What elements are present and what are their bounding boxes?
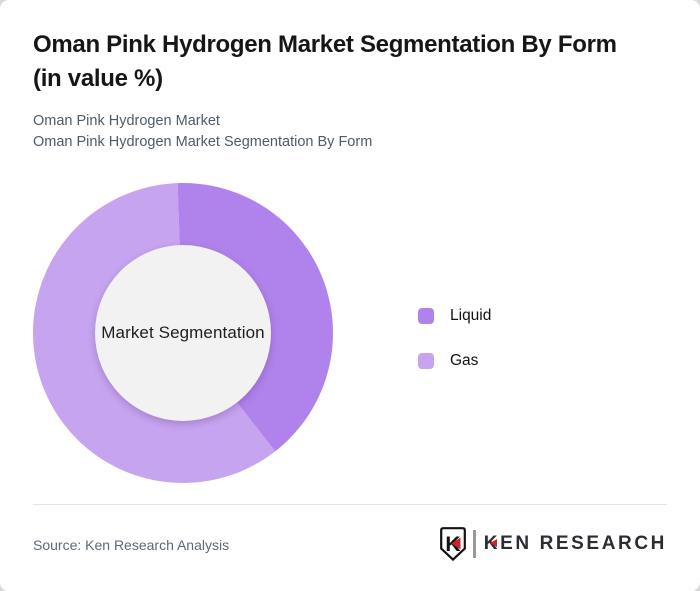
legend-swatch-gas	[418, 352, 434, 369]
legend-item-gas: Gas	[418, 352, 491, 369]
subtitle-line2: Oman Pink Hydrogen Market Segmentation B…	[33, 134, 373, 150]
chart-subtitles: Oman Pink Hydrogen Market Oman Pink Hydr…	[33, 111, 372, 153]
legend-label-liquid: Liquid	[450, 306, 492, 324]
source-text: Source: Ken Research Analysis	[33, 537, 230, 553]
page-title: Oman Pink Hydrogen Market Segmentation B…	[33, 28, 651, 96]
donut-chart: Market Segmentation	[33, 183, 333, 483]
legend-label-gas: Gas	[450, 351, 479, 369]
donut-center-label: Market Segmentation	[101, 323, 265, 342]
wordmark-k: K	[483, 533, 501, 554]
logo-wordmark: K EN RESEARCH	[484, 534, 667, 554]
legend-item-liquid: Liquid	[418, 307, 491, 324]
wordmark-red-triangle-icon	[490, 539, 498, 547]
chart-legend: Liquid Gas	[418, 307, 491, 397]
ken-research-logo: K K EN RESEARCH	[439, 527, 667, 561]
footer-divider	[33, 504, 667, 505]
shield-red-triangle-icon	[451, 537, 461, 550]
page-title-line2: (in value %)	[33, 65, 163, 92]
wordmark-rest: EN RESEARCH	[500, 533, 667, 554]
logo-separator	[472, 530, 476, 558]
legend-swatch-liquid	[418, 307, 434, 324]
subtitle-line1: Oman Pink Hydrogen Market	[33, 113, 220, 129]
shield-k-icon: K	[439, 527, 466, 561]
donut-hole: Market Segmentation	[95, 245, 271, 421]
page-title-line1: Oman Pink Hydrogen Market Segmentation B…	[33, 31, 617, 58]
